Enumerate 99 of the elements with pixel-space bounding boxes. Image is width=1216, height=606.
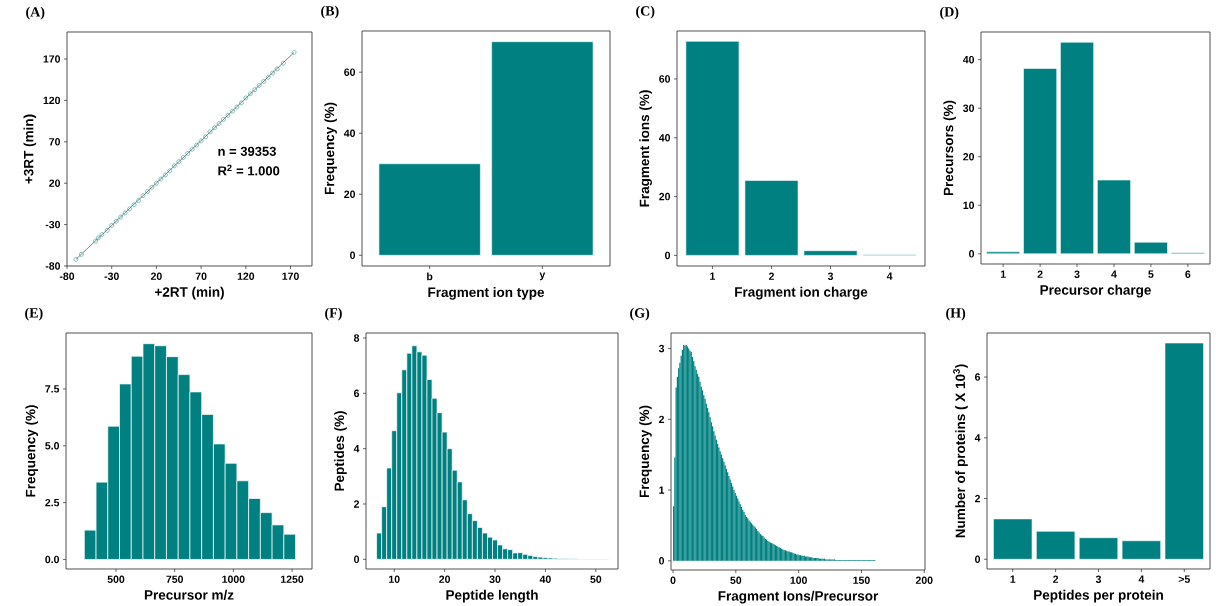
x-tick-label: y — [539, 272, 546, 281]
x-axis-title: Peptide length — [446, 589, 538, 603]
x-tick-label: 1 — [1010, 575, 1016, 583]
y-tick-label: 0 — [975, 555, 981, 563]
x-tick-label: 70 — [195, 272, 207, 280]
y-tick-label: 20 — [49, 179, 61, 187]
x-tick-label: 170 — [282, 272, 299, 280]
x-axis-title: Precursor m/z — [144, 589, 234, 600]
y-tick-label: 1 — [659, 486, 665, 494]
x-tick-label: 0 — [670, 576, 676, 584]
y-tick-label: 6 — [975, 373, 981, 381]
y-tick-label: 0 — [665, 251, 671, 260]
y-axis-title: Fragment ions (%) — [639, 90, 652, 207]
y-tick-label: 2.5 — [45, 498, 60, 507]
y-tick-label: 170 — [43, 55, 61, 63]
x-tick-label: 2 — [1053, 575, 1059, 583]
chart-title: (F) — [325, 307, 342, 321]
y-tick-label: 70 — [49, 138, 61, 146]
x-tick-label: 40 — [539, 575, 551, 583]
y-tick-label: 0 — [350, 251, 356, 260]
x-tick-label: 3 — [1074, 270, 1080, 278]
x-tick-label: 20 — [439, 575, 451, 583]
y-tick-label: 120 — [43, 96, 61, 105]
x-tick-label: 50 — [730, 576, 742, 584]
chart-title: (E) — [25, 307, 43, 321]
x-tick-label: 100 — [790, 576, 807, 584]
x-axis-title: Fragment Ions/Precursor — [718, 590, 879, 604]
y-tick-label: 0 — [969, 250, 975, 258]
x-tick-label: 120 — [237, 272, 255, 280]
y-axis-title: Frequency (%) — [324, 102, 337, 195]
y-tick-label: 4 — [353, 445, 360, 453]
x-tick-label: 6 — [1185, 270, 1191, 278]
y-tick-label: -80 — [45, 262, 61, 270]
y-tick-label: 20 — [963, 153, 975, 161]
x-tick-label: 3 — [827, 272, 834, 280]
y-tick-label: 0.0 — [45, 555, 60, 564]
x-axis-title: Fragment ion charge — [735, 286, 868, 300]
x-tick-label: 1 — [710, 272, 716, 280]
chart-title: (B) — [321, 5, 339, 19]
x-tick-label: 2 — [1037, 270, 1043, 278]
chart-title: (C) — [636, 5, 655, 19]
x-tick-label: >5 — [1178, 575, 1190, 583]
x-tick-label: 20 — [150, 272, 162, 280]
chart-title: (H) — [946, 307, 966, 321]
annotation: n = 39353 — [218, 146, 276, 156]
x-axis-title: Peptides per protein — [1034, 589, 1163, 603]
y-tick-label: 40 — [343, 129, 356, 137]
y-tick-label: 4 — [974, 434, 981, 442]
y-tick-label: 2 — [658, 415, 665, 423]
x-tick-label: 1000 — [222, 575, 245, 583]
x-tick-label: 5 — [1148, 270, 1154, 278]
y-axis-title: Number of proteins ( X 10$^{3}$) — [953, 364, 968, 538]
y-axis-title: Peptides (%) — [334, 411, 347, 491]
x-tick-label: 50 — [590, 575, 602, 583]
y-tick-label: -30 — [45, 220, 61, 229]
x-axis-title: +2RT (min) — [155, 286, 224, 300]
x-tick-label: 4 — [886, 272, 893, 280]
x-tick-label: 3 — [1095, 575, 1102, 583]
x-tick-label: 500 — [107, 575, 125, 583]
y-tick-label: 5.0 — [45, 442, 60, 450]
y-tick-label: 60 — [344, 68, 356, 76]
x-tick-label: 30 — [489, 575, 501, 583]
y-tick-label: 3 — [658, 344, 665, 353]
y-tick-label: 2 — [353, 500, 360, 508]
x-tick-label: 1 — [1000, 270, 1006, 278]
y-axis-title: Frequency (%) — [639, 405, 652, 498]
y-axis-title: +3RT (min) — [23, 114, 37, 184]
y-tick-label: 20 — [659, 192, 671, 201]
y-tick-label: 60 — [659, 75, 671, 83]
x-axis-title: Fragment ion type — [428, 287, 545, 300]
x-tick-label: 2 — [768, 272, 774, 280]
y-tick-label: 0 — [354, 555, 360, 564]
x-tick-label: 150 — [853, 576, 870, 584]
y-tick-label: 40 — [962, 55, 975, 64]
chart-title: (A) — [26, 6, 45, 20]
x-tick-label: 750 — [166, 575, 184, 583]
x-axis-title: Precursor charge — [1040, 284, 1151, 298]
x-tick-label: -80 — [59, 272, 75, 280]
y-tick-label: 8 — [353, 334, 360, 342]
y-tick-label: 10 — [963, 201, 975, 209]
x-tick-label: -30 — [104, 272, 119, 280]
y-axis-title: Precursors (%) — [943, 100, 956, 196]
y-tick-label: 2 — [975, 494, 981, 503]
x-tick-label: 200 — [915, 576, 933, 584]
y-tick-label: 7.5 — [45, 385, 60, 393]
y-tick-label: 30 — [963, 104, 975, 112]
x-tick-label: 1250 — [281, 575, 304, 583]
annotation: R$^{2}$ = 1.000 — [218, 164, 280, 176]
y-tick-label: 20 — [344, 190, 356, 198]
y-tick-label: 40 — [658, 134, 671, 142]
x-tick-label: b — [427, 272, 433, 281]
y-axis-title: Frequency (%) — [25, 405, 39, 497]
y-tick-label: 6 — [354, 389, 360, 398]
chart-title: (D) — [940, 6, 959, 20]
chart-title: (G) — [630, 307, 650, 321]
x-tick-label: 10 — [389, 575, 400, 583]
y-tick-label: 0 — [659, 557, 665, 565]
x-tick-label: 4 — [1138, 575, 1145, 583]
x-tick-label: 4 — [1111, 270, 1117, 278]
